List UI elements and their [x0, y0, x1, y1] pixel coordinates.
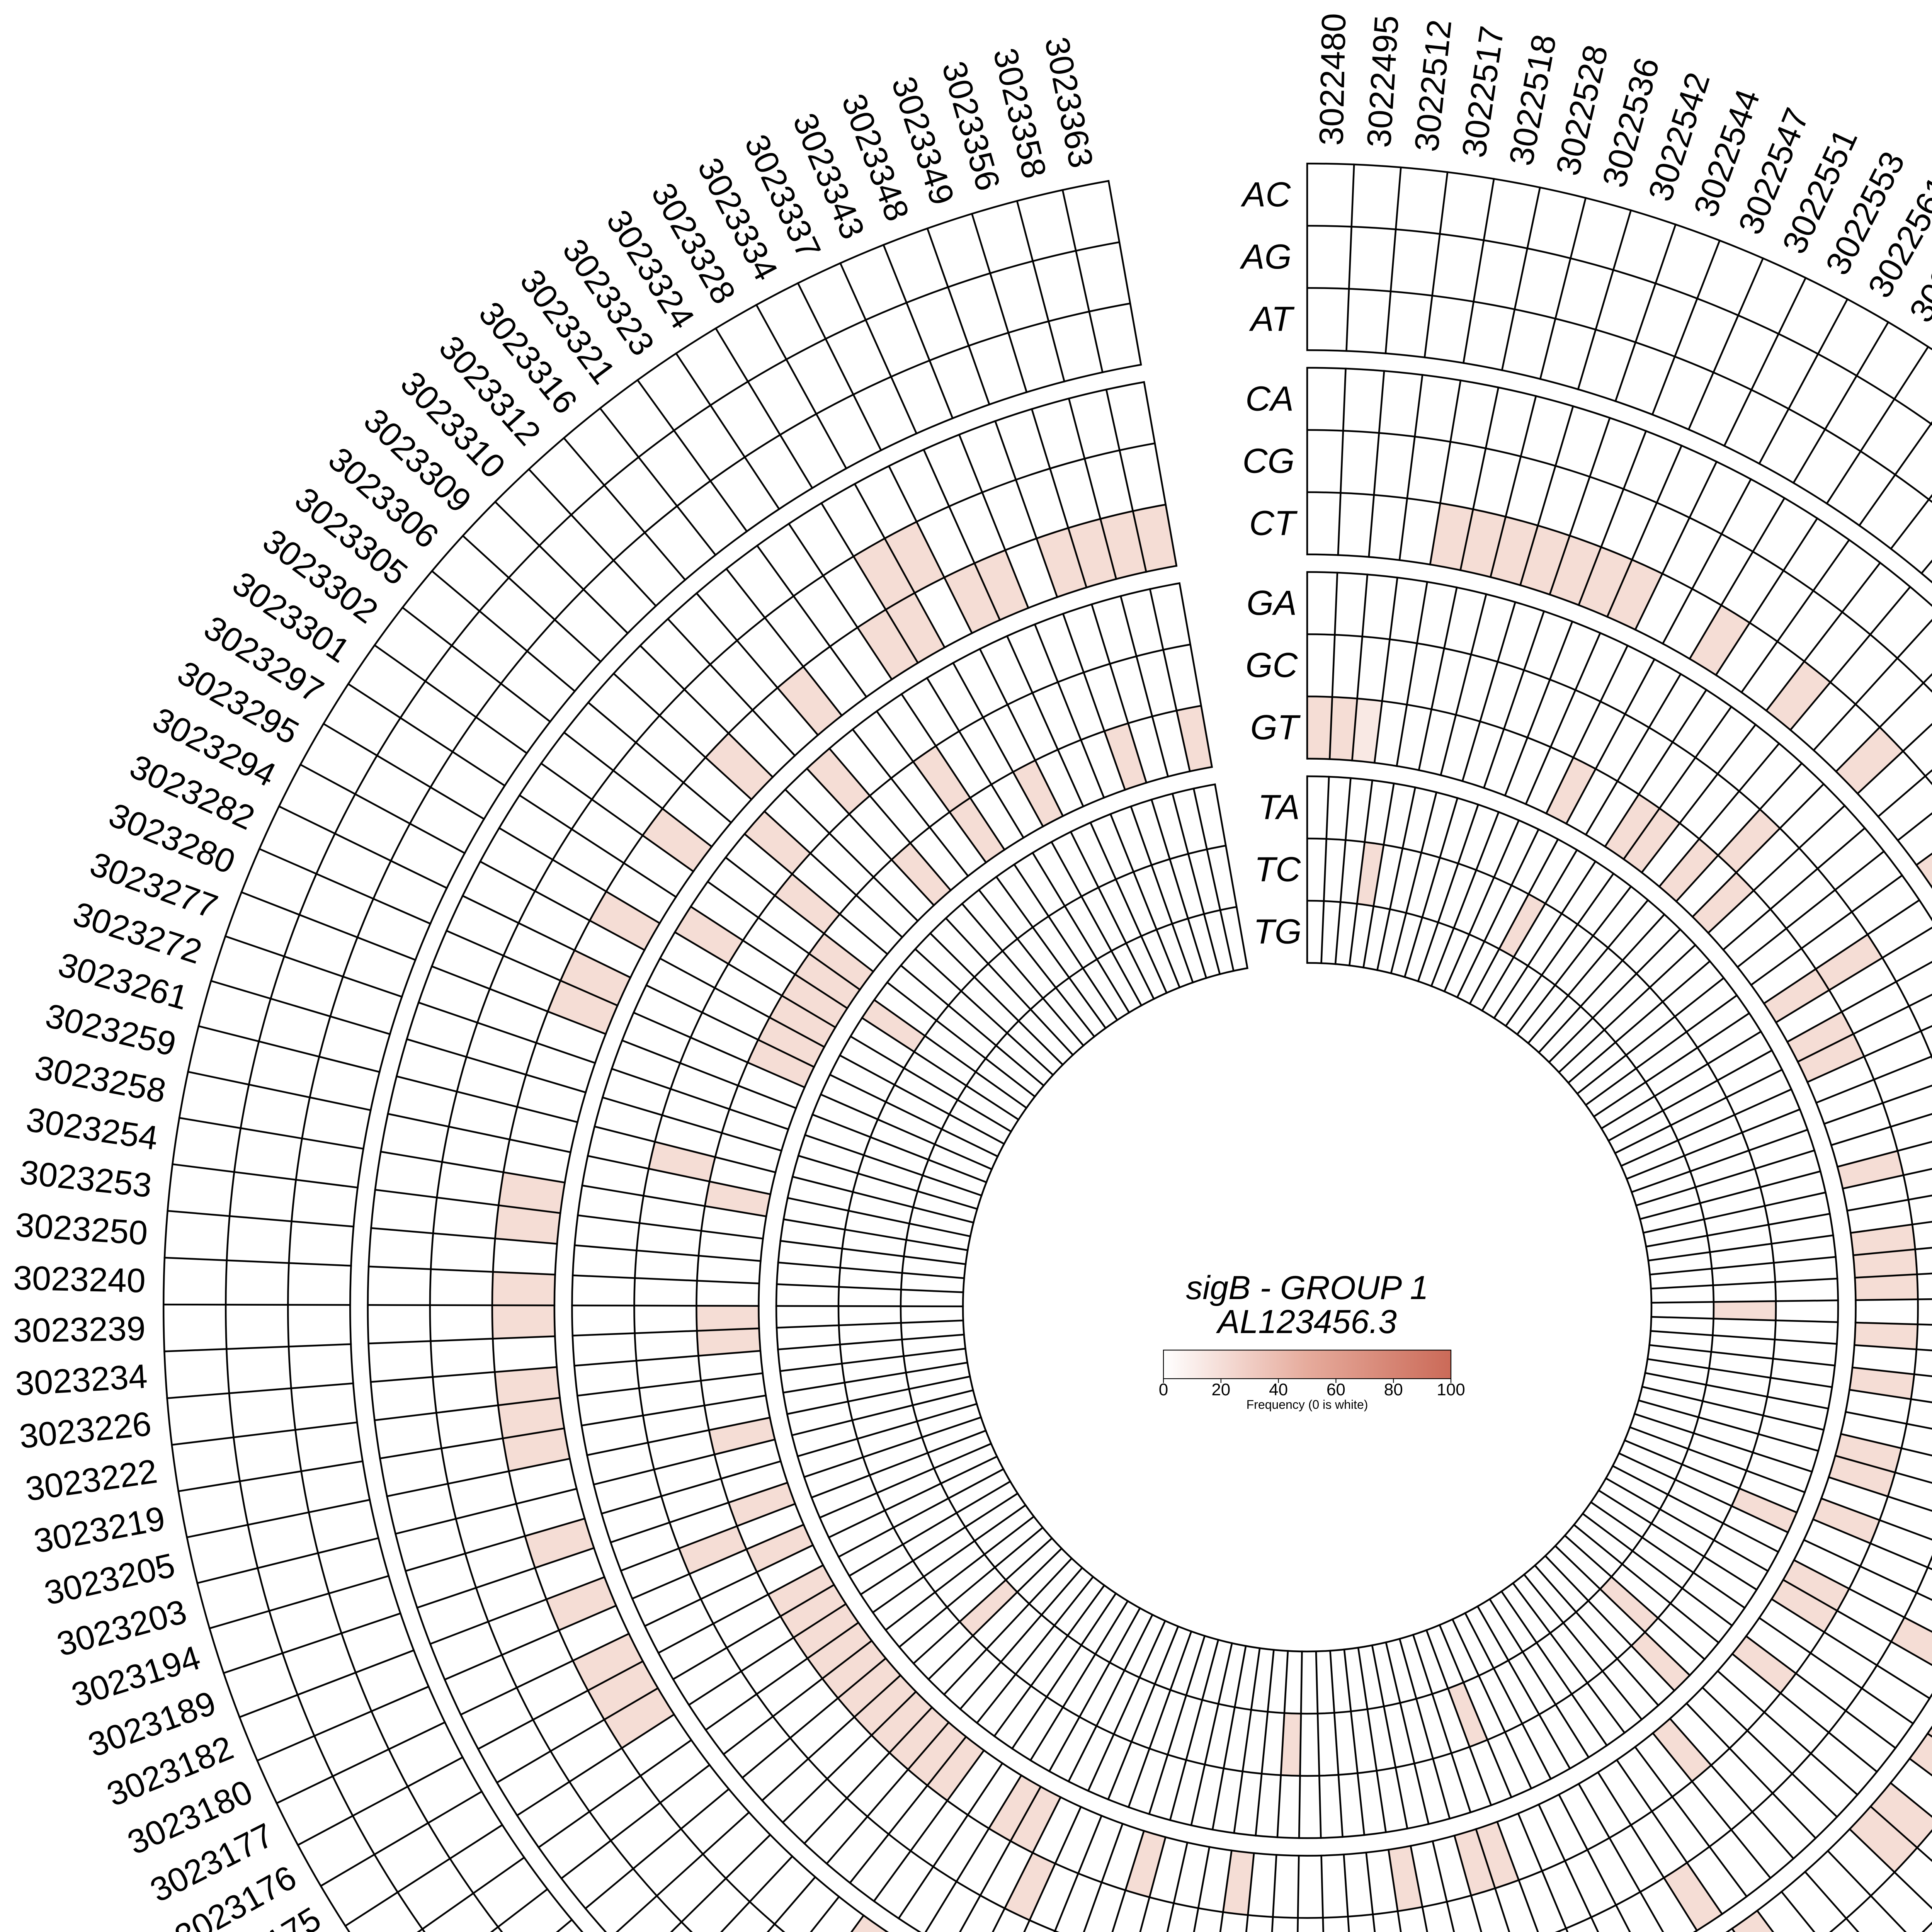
svg-text:3022480: 3022480 [1312, 13, 1353, 146]
svg-text:TA: TA [1258, 788, 1299, 827]
svg-text:40: 40 [1269, 1380, 1288, 1399]
svg-text:CT: CT [1249, 504, 1298, 543]
svg-text:AG: AG [1240, 238, 1292, 276]
svg-text:60: 60 [1327, 1380, 1345, 1399]
svg-text:AT: AT [1249, 300, 1295, 338]
svg-text:TC: TC [1254, 850, 1301, 889]
svg-text:sigB - GROUP 1: sigB - GROUP 1 [1186, 1269, 1429, 1306]
svg-text:AC: AC [1240, 175, 1291, 214]
svg-text:GA: GA [1247, 584, 1297, 622]
svg-text:3022495: 3022495 [1359, 14, 1406, 149]
svg-text:CA: CA [1245, 380, 1294, 418]
svg-text:3023234: 3023234 [14, 1357, 148, 1403]
svg-text:GT: GT [1250, 708, 1301, 747]
svg-text:100: 100 [1437, 1380, 1465, 1399]
svg-text:AL123456.3: AL123456.3 [1216, 1303, 1397, 1340]
svg-text:3023240: 3023240 [13, 1259, 146, 1300]
svg-text:20: 20 [1211, 1380, 1230, 1399]
svg-text:Frequency (0 is white): Frequency (0 is white) [1247, 1398, 1368, 1412]
svg-text:GC: GC [1245, 646, 1298, 685]
svg-text:3023250: 3023250 [14, 1206, 149, 1252]
svg-text:0: 0 [1159, 1380, 1168, 1399]
svg-text:CG: CG [1243, 442, 1295, 481]
svg-text:80: 80 [1384, 1380, 1403, 1399]
svg-text:TG: TG [1253, 913, 1302, 951]
svg-text:3023239: 3023239 [13, 1309, 146, 1350]
